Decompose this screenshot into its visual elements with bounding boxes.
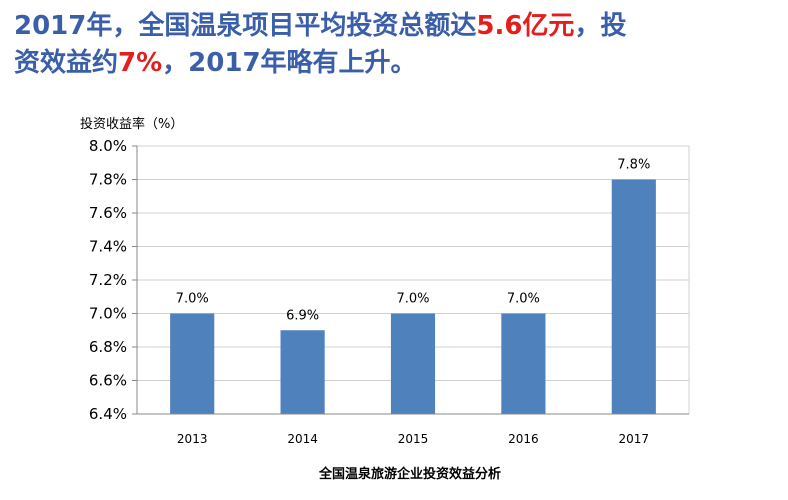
data-label-2015: 7.0%	[396, 292, 429, 307]
y-tick-label: 6.8%	[89, 338, 127, 356]
y-tick-label: 6.4%	[89, 405, 127, 423]
y-axis-label: 投资收益率（%）	[80, 116, 183, 132]
data-label-2017: 7.8%	[617, 158, 650, 173]
data-label-2016: 7.0%	[507, 292, 540, 307]
bar-2013	[170, 313, 215, 414]
bar-2015	[390, 313, 436, 414]
chart-caption: 全国温泉旅游企业投资效益分析	[318, 466, 501, 482]
x-tick-label-2017: 2017	[619, 432, 650, 446]
y-tick-label: 7.6%	[89, 204, 127, 222]
slide-headline: 2017年，全国温泉项目平均投资总额达5.6亿元，投资效益约7%，2017年略有…	[14, 8, 734, 82]
data-label-2014: 6.9%	[286, 308, 319, 323]
bar-2014	[280, 330, 325, 414]
axes: 6.4% 6.6% 6.8% 7.0% 7.2% 7.4% 7.6% 7.8% 8.0% 2013…	[89, 137, 689, 446]
headline-text-2a: 资效益约	[14, 48, 119, 78]
x-tick-label-2015: 2015	[398, 432, 429, 446]
y-tick-label: 6.6%	[89, 372, 127, 390]
x-tick-label-2016: 2016	[508, 432, 539, 446]
y-tick-label: 7.8%	[89, 171, 127, 189]
gridlines	[137, 145, 690, 414]
x-tick-label-2014: 2014	[287, 432, 318, 446]
bar-2016	[501, 313, 546, 414]
bar-2017	[611, 179, 656, 414]
headline-text-2b: ，2017年略有上升。	[162, 48, 417, 78]
y-tick-label: 8.0%	[89, 137, 127, 155]
y-tick-label: 7.2%	[89, 271, 127, 289]
x-tick-label-2013: 2013	[177, 432, 208, 446]
data-label-2013: 7.0%	[176, 292, 209, 307]
y-tick-label: 7.0%	[89, 305, 127, 323]
data-labels: 7.0% 6.9% 7.0% 7.0% 7.8%	[176, 158, 651, 324]
headline-highlight-return: 7%	[118, 48, 163, 78]
headline-text-1b: ，投	[574, 11, 627, 41]
y-tick-label: 7.4%	[89, 238, 127, 256]
headline-highlight-investment: 5.6亿元	[476, 11, 575, 41]
headline-text-1a: 2017年，全国温泉项目平均投资总额达	[14, 11, 477, 41]
bars	[170, 179, 656, 414]
